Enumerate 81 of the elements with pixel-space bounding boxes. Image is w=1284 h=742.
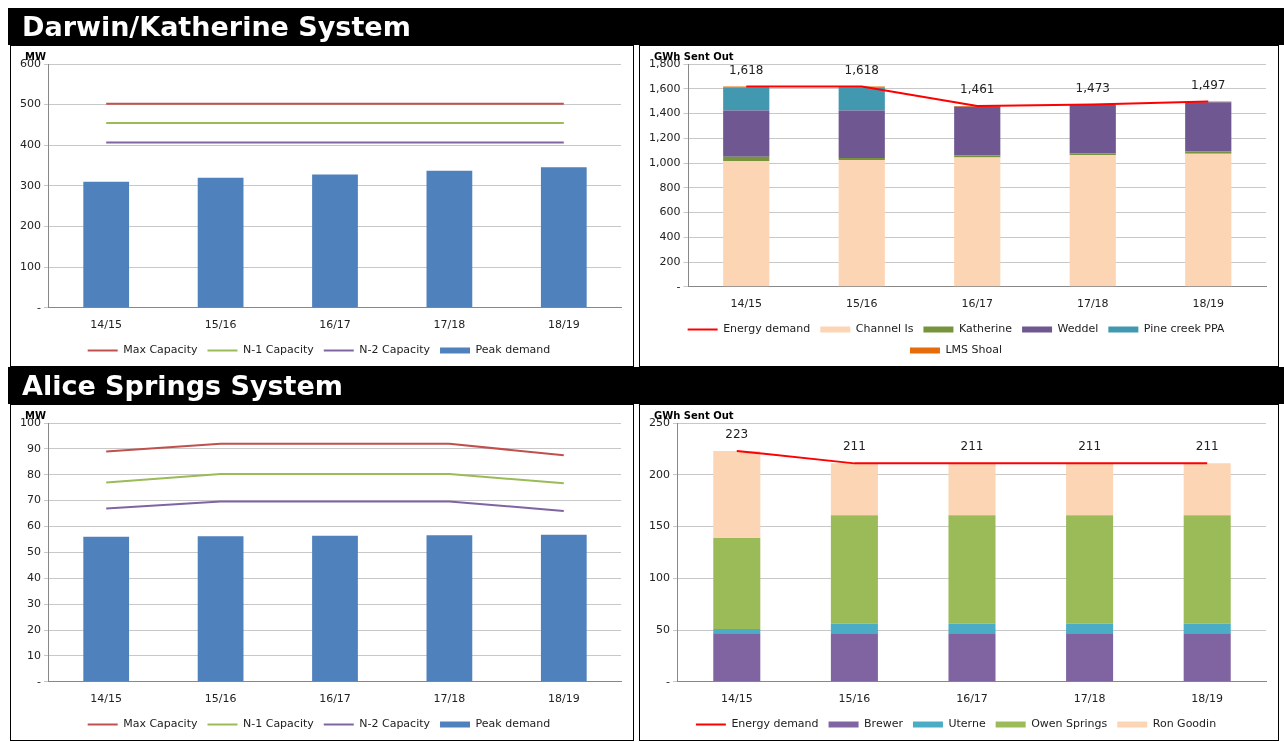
data-label: 1,461 (960, 82, 995, 97)
data-label: 1,473 (1075, 80, 1110, 95)
data-label: 211 (1195, 439, 1219, 454)
y-tick-label: 300 (20, 178, 41, 192)
legend-label: Energy demand (731, 717, 819, 731)
y-tick-label: 80 (27, 467, 41, 481)
legend-label: N-2 Capacity (359, 717, 431, 731)
x-tick-label: 16/17 (319, 692, 351, 706)
y-tick-label: 800 (659, 180, 681, 194)
y-tick-label: 1,400 (648, 106, 681, 120)
y-tick-label: 150 (649, 519, 670, 533)
legend-label: Peak demand (475, 343, 551, 357)
x-tick-label: 18/19 (547, 318, 580, 332)
x-tick-label: 14/15 (720, 692, 753, 706)
x-tick-label: 15/16 (845, 297, 878, 311)
x-tick-label: 14/15 (90, 692, 123, 706)
legend-label: Peak demand (475, 717, 551, 731)
y-tick-label: - (676, 279, 681, 293)
legend-label: Katherine (958, 322, 1013, 336)
x-tick-label: 15/16 (838, 692, 871, 706)
x-tick-label: 17/18 (1073, 692, 1106, 706)
y-tick-label: 60 (27, 519, 41, 533)
x-tick-label: 15/16 (204, 318, 237, 332)
x-tick-label: 14/15 (90, 318, 123, 332)
y-tick-label: 100 (649, 571, 670, 585)
data-label: 1,497 (1191, 77, 1226, 92)
legend-label: Energy demand (723, 322, 811, 336)
x-tick-label: 16/17 (961, 297, 994, 311)
x-tick-label: 16/17 (956, 692, 988, 706)
legend-label: Brewer (864, 717, 904, 731)
legend-label: Uterne (948, 717, 986, 731)
y-tick-label: 40 (27, 571, 41, 585)
y-tick-label: 1,200 (648, 131, 681, 145)
y-tick-label: 90 (27, 441, 41, 455)
legend-label: N-2 Capacity (359, 343, 431, 357)
y-tick-label: 600 (659, 205, 681, 219)
x-tick-label: 17/18 (433, 692, 466, 706)
legend-label: Pine creek PPA (1143, 322, 1225, 336)
chart-title: Darwin/Katherine System (8, 8, 1284, 45)
legend-label: N-1 Capacity (243, 343, 315, 357)
y-tick-label: 500 (20, 97, 41, 111)
y-tick-label: 20 (27, 622, 41, 636)
y-tick-label: 50 (656, 622, 670, 636)
x-tick-label: 17/18 (1076, 297, 1109, 311)
x-tick-label: 18/19 (547, 692, 580, 706)
legend-label: LMS Shoal (945, 343, 1003, 357)
legend-label: Owen Springs (1031, 717, 1108, 731)
y-tick-label: - (37, 674, 42, 688)
y-tick-label: - (666, 674, 671, 688)
x-tick-label: 17/18 (433, 318, 466, 332)
y-tick-label: 200 (20, 219, 41, 233)
y-tick-label: - (37, 300, 42, 314)
legend-label: Weddel (1057, 322, 1099, 336)
y-tick-label: 70 (27, 493, 41, 507)
y-tick-label: 1,600 (648, 81, 681, 95)
y-tick-label: 50 (27, 545, 41, 559)
y-tick-label: 200 (649, 467, 670, 481)
data-label: 211 (842, 439, 866, 454)
y-tick-label: 30 (27, 597, 41, 611)
data-label: 1,618 (844, 62, 879, 77)
x-tick-label: 14/15 (730, 297, 763, 311)
y-tick-label: 100 (20, 260, 41, 274)
data-label: 211 (1078, 439, 1102, 454)
legend-label: N-1 Capacity (243, 717, 315, 731)
x-tick-label: 18/19 (1192, 297, 1225, 311)
x-tick-label: 16/17 (319, 318, 351, 332)
y-tick-label: 10 (27, 648, 41, 662)
x-tick-label: 15/16 (204, 692, 237, 706)
y-tick-label: 200 (659, 254, 681, 268)
y-tick-label: 1,000 (648, 155, 681, 169)
data-label: 1,618 (729, 62, 764, 77)
data-label: 223 (725, 427, 749, 442)
legend-label: Max Capacity (123, 717, 198, 731)
x-tick-label: 18/19 (1191, 692, 1224, 706)
legend-label: Ron Goodin (1152, 717, 1217, 731)
y-tick-label: 400 (20, 138, 41, 152)
legend-label: Max Capacity (123, 343, 198, 357)
y-tick-label: 400 (659, 230, 681, 244)
data-label: 211 (960, 439, 984, 454)
legend-label: Channel Is (855, 322, 914, 336)
chart-title: Alice Springs System (8, 367, 1284, 404)
